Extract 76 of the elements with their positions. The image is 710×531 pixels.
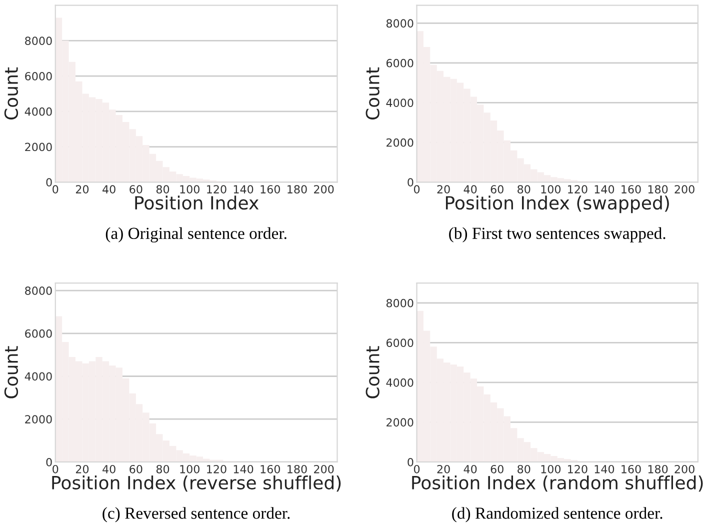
y-tick-label: 2000 — [25, 142, 52, 152]
x-tick-label: 60 — [130, 185, 142, 194]
x-tick-label: 80 — [156, 185, 170, 194]
x-tick-label: 200 — [674, 464, 694, 474]
y-tick-label: 0 — [46, 178, 52, 187]
text: (a) Original sentence order. — [106, 227, 286, 242]
y-tick-label: 0 — [408, 178, 414, 187]
x-tick-label: 40 — [102, 185, 116, 194]
x-tick-label: 180 — [288, 185, 307, 194]
x-tick-label: 140 — [594, 464, 614, 474]
x-tick-label: 120 — [568, 185, 588, 194]
x-tick-label: 140 — [594, 185, 614, 194]
y-tick-label: 6000 — [25, 329, 52, 338]
y-tick-label: 8000 — [386, 298, 414, 308]
x-tick-label: 40 — [102, 464, 116, 474]
y-axis-title: Count — [4, 346, 18, 398]
x-tick-label: 20 — [437, 464, 450, 474]
y-tick-label: 6000 — [386, 58, 414, 68]
y-tick-label: 8000 — [386, 19, 414, 28]
y-tick-label: 2000 — [386, 138, 414, 147]
x-axis-title: Position Index (reverse shuffled) — [52, 476, 341, 492]
x-tick-label: 40 — [464, 464, 477, 474]
x-tick-label: 60 — [130, 464, 142, 474]
x-tick-label: 80 — [518, 185, 530, 194]
x-tick-label: 0 — [414, 464, 420, 474]
x-tick-label: 160 — [260, 464, 280, 474]
x-tick-label: 180 — [648, 464, 668, 474]
y-axis-title: Count — [366, 346, 380, 398]
x-tick-label: 0 — [52, 185, 58, 194]
x-axis-title: Position Index — [135, 196, 259, 210]
x-tick-label: 140 — [234, 464, 254, 474]
text: (c) Reversed sentence order. — [102, 507, 290, 522]
x-tick-label: 20 — [437, 185, 450, 194]
x-tick-label: 120 — [207, 185, 226, 194]
x-tick-label: 200 — [314, 185, 334, 194]
x-tick-label: 120 — [568, 464, 588, 474]
x-tick-label: 100 — [180, 185, 200, 194]
x-axis-title: Position Index (random shuffled) — [412, 476, 703, 492]
x-tick-label: 180 — [648, 185, 668, 194]
x-tick-label: 20 — [76, 185, 89, 194]
y-axis-title: Count — [366, 67, 380, 120]
x-tick-label: 80 — [518, 464, 530, 474]
x-tick-label: 160 — [622, 464, 641, 474]
y-tick-label: 0 — [408, 458, 414, 466]
y-tick-label: 4000 — [386, 98, 414, 108]
y-tick-label: 6000 — [25, 72, 52, 80]
x-tick-label: 100 — [180, 464, 200, 474]
text: (b) First two sentences swapped. — [449, 227, 666, 242]
y-tick-label: 4000 — [24, 107, 52, 116]
x-tick-label: 40 — [464, 185, 477, 194]
x-tick-label: 160 — [260, 185, 280, 194]
y-tick-label: 0 — [46, 458, 52, 466]
text: (d) Randomized sentence order. — [452, 507, 662, 522]
x-tick-label: 200 — [674, 185, 694, 194]
y-tick-label: 4000 — [24, 372, 52, 381]
x-tick-label: 60 — [490, 464, 504, 474]
y-tick-label: 8000 — [25, 36, 52, 46]
x-tick-label: 20 — [76, 464, 89, 474]
x-tick-label: 60 — [490, 185, 504, 194]
x-tick-label: 100 — [541, 185, 561, 194]
y-axis-title: Count — [4, 67, 18, 120]
x-tick-label: 0 — [414, 185, 420, 194]
y-tick-label: 2000 — [386, 418, 414, 427]
x-tick-label: 120 — [207, 464, 226, 474]
y-tick-label: 2000 — [25, 415, 52, 424]
y-tick-label: 8000 — [25, 286, 52, 295]
x-tick-label: 80 — [156, 464, 170, 474]
x-tick-label: 0 — [52, 464, 58, 474]
y-tick-label: 4000 — [386, 378, 414, 387]
x-tick-label: 100 — [541, 464, 561, 474]
y-tick-label: 6000 — [386, 338, 414, 348]
x-tick-label: 180 — [288, 464, 307, 474]
x-axis-title: Position Index (swapped) — [446, 196, 669, 214]
x-tick-label: 140 — [234, 185, 254, 194]
x-tick-label: 200 — [314, 464, 334, 474]
x-tick-label: 160 — [622, 185, 641, 194]
